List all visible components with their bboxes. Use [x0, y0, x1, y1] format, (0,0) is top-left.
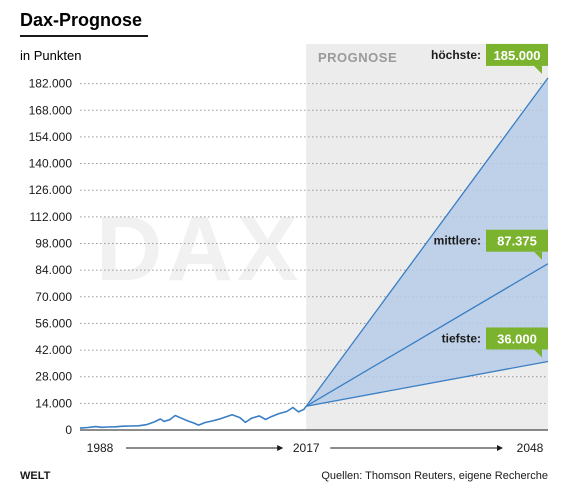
chart-title: Dax-Prognose — [20, 10, 142, 30]
source-note: Quellen: Thomson Reuters, eigene Recherc… — [321, 470, 548, 482]
y-tick-label: 126.000 — [29, 183, 73, 197]
forecast-value: 185.000 — [494, 48, 541, 63]
forecast-line — [305, 77, 549, 407]
forecast-value-badge — [486, 327, 548, 350]
badge-pointer — [534, 349, 542, 358]
title-underline — [20, 35, 148, 37]
badge-pointer — [534, 251, 542, 260]
forecast-fan — [305, 77, 549, 407]
forecast-value: 36.000 — [497, 331, 537, 346]
forecast-line — [305, 263, 549, 407]
brand-logo: WELT — [20, 470, 51, 482]
y-tick-label: 140.000 — [29, 157, 73, 171]
y-tick-label: 112.000 — [30, 210, 73, 224]
y-axis-ticks: 0 14.000 28.000 42.000 56.000 70.000 84.000 98.… — [29, 77, 73, 437]
forecast-line — [306, 360, 549, 407]
historical-line — [79, 405, 307, 429]
y-tick-label: 154.000 — [29, 130, 73, 144]
forecast-value: 87.375 — [497, 234, 537, 249]
y-tick-label: 14.000 — [35, 396, 72, 410]
forecast-label-text: höchste: — [431, 48, 481, 62]
y-tick-label: 98.000 — [35, 236, 72, 250]
y-tick-label: 168.000 — [29, 103, 73, 117]
y-tick-label: 0 — [65, 423, 72, 437]
x-axis-ticks: 1988 2017 2048 — [87, 441, 544, 455]
forecast-annotations: 185.000 höchste: 87.375 mittlere: 36.000 tief… — [431, 43, 548, 358]
forecast-value-badge — [486, 43, 548, 66]
forecast-label-text: tiefste: — [442, 331, 481, 345]
y-tick-label: 42.000 — [35, 343, 72, 357]
y-tick-label: 28.000 — [35, 370, 72, 384]
y-tick-label: 56.000 — [35, 316, 72, 330]
chart-subtitle: in Punkten — [20, 48, 81, 63]
historical-series — [79, 405, 307, 429]
y-tick-label: 70.000 — [35, 290, 72, 304]
x-tick-label: 2048 — [517, 441, 544, 455]
x-tick-label: 2017 — [293, 441, 320, 455]
y-tick-label: 182.000 — [29, 77, 73, 91]
forecast-label-text: mittlere: — [434, 234, 481, 248]
y-tick-label: 84.000 — [35, 263, 72, 277]
badge-pointer — [534, 65, 542, 74]
forecast-label: PROGNOSE — [318, 50, 397, 65]
x-tick-label: 1988 — [87, 441, 114, 455]
dax-watermark: DAX — [96, 198, 302, 300]
forecast-value-badge — [486, 229, 548, 252]
